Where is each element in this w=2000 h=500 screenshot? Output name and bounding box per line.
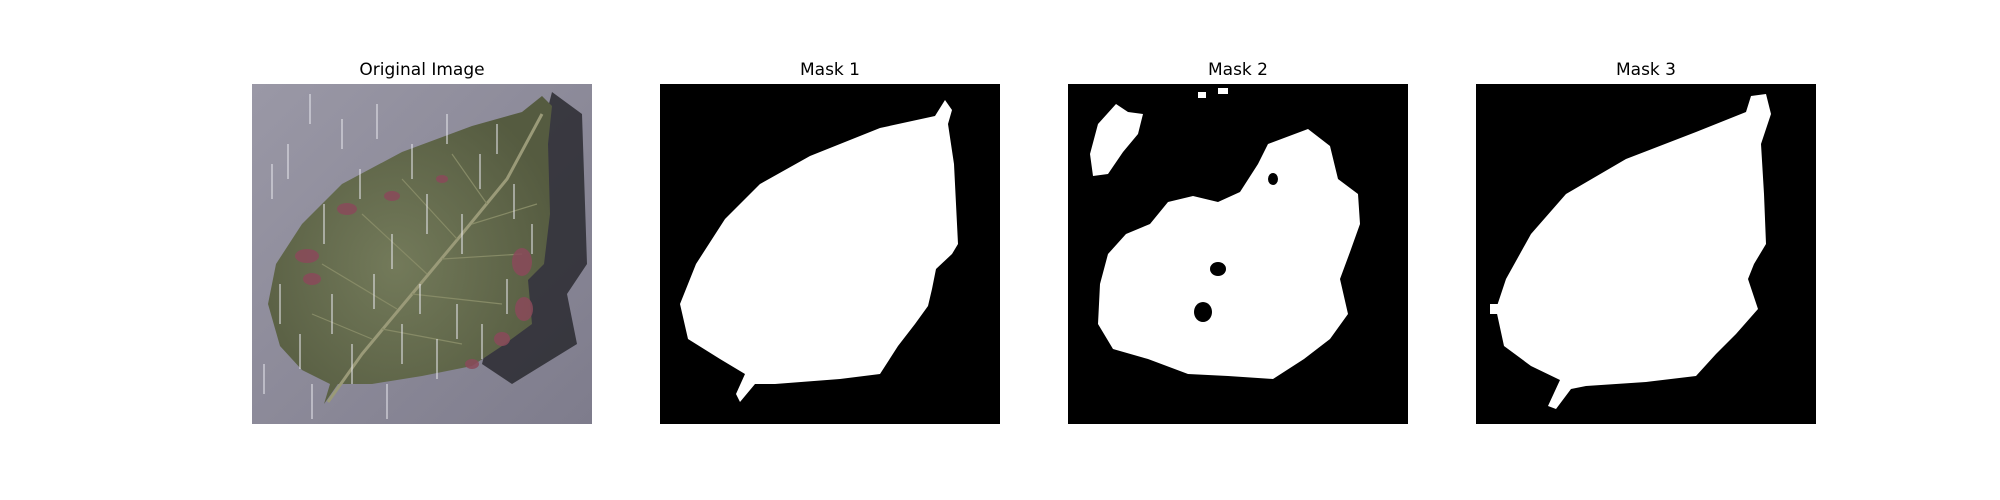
panel-title: Mask 2 xyxy=(1207,60,1268,80)
mask-1-image xyxy=(660,84,1000,424)
mask-2-image xyxy=(1068,84,1408,424)
panel-title: Original Image xyxy=(359,60,485,80)
mask-3-image xyxy=(1476,84,1816,424)
panel-title: Mask 3 xyxy=(1615,60,1676,80)
panel-title: Mask 1 xyxy=(799,60,860,80)
original-leaf-image xyxy=(252,84,592,424)
